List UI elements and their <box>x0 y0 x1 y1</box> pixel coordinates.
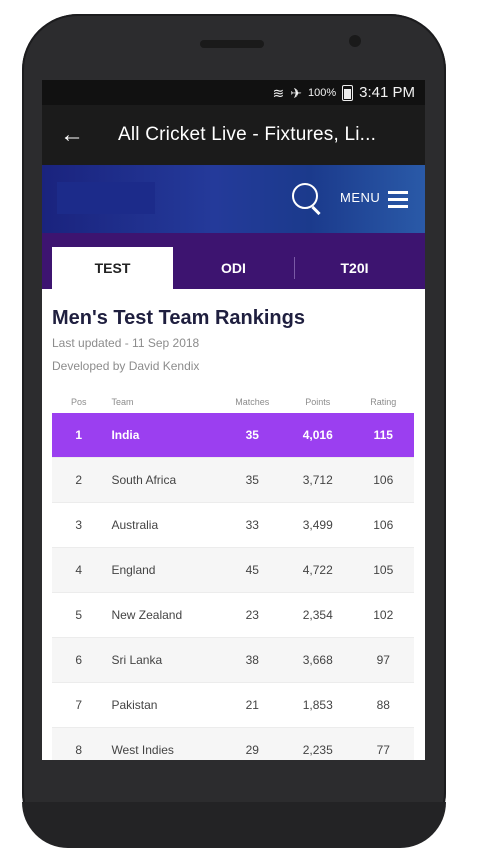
cell-rating: 115 <box>352 413 414 458</box>
cell-matches: 35 <box>221 457 284 503</box>
table-row[interactable]: 8 West Indies 29 2,235 77 <box>52 727 414 760</box>
cell-rating: 88 <box>352 682 414 728</box>
cell-points: 1,853 <box>283 682 353 728</box>
airplane-icon: ✈ <box>290 84 302 101</box>
cell-points: 2,354 <box>283 592 353 638</box>
cell-pos: 3 <box>52 502 106 548</box>
cell-team: England <box>105 547 222 593</box>
cell-points: 3,712 <box>283 457 353 503</box>
search-icon[interactable] <box>292 183 318 209</box>
cell-pos: 4 <box>52 547 106 593</box>
cell-rating: 102 <box>352 592 414 638</box>
column-header-points: Points <box>305 397 331 407</box>
tab-t20i[interactable]: T20I <box>294 247 415 289</box>
front-camera <box>349 35 361 47</box>
cell-pos: 7 <box>52 682 106 728</box>
format-tabs: TEST ODI T20I <box>42 233 425 289</box>
cell-team: Pakistan <box>105 682 222 728</box>
column-header-matches: Matches <box>235 397 270 407</box>
cell-matches: 45 <box>221 547 284 593</box>
cell-rating: 106 <box>352 457 414 503</box>
site-header: MENU <box>42 165 425 233</box>
status-time: 3:41 PM <box>359 84 415 101</box>
tab-odi[interactable]: ODI <box>221 260 246 276</box>
site-logo[interactable] <box>57 182 155 214</box>
table-row[interactable]: 4 England 45 4,722 105 <box>52 547 414 593</box>
cell-team: West Indies <box>105 727 222 760</box>
table-row[interactable]: 3 Australia 33 3,499 106 <box>52 502 414 548</box>
arrow-left-icon[interactable]: ← <box>60 121 84 148</box>
cell-matches: 38 <box>221 637 284 683</box>
hamburger-icon[interactable] <box>388 191 408 212</box>
cell-rating: 106 <box>352 502 414 548</box>
cell-team: Sri Lanka <box>105 637 222 683</box>
table-row[interactable]: 6 Sri Lanka 38 3,668 97 <box>52 637 414 683</box>
column-header-pos: Pos <box>70 397 87 407</box>
page-title: Men's Test Team Rankings <box>52 307 305 329</box>
cell-team: Australia <box>105 502 222 548</box>
cell-pos: 6 <box>52 637 106 683</box>
cell-rating: 105 <box>352 547 414 593</box>
cell-points: 4,016 <box>283 413 353 458</box>
tab-test[interactable]: TEST <box>52 247 173 289</box>
app-bar: ← All Cricket Live - Fixtures, Li... <box>42 105 425 165</box>
last-updated: Last updated - 11 Sep 2018 <box>52 336 200 350</box>
developer-credit: Developed by David Kendix <box>52 359 200 373</box>
cell-matches: 35 <box>221 413 284 458</box>
column-header-rating: Rating <box>370 397 397 407</box>
menu-label[interactable]: MENU <box>340 190 381 205</box>
cell-rating: 77 <box>352 727 414 760</box>
cell-points: 3,668 <box>283 637 353 683</box>
battery-percent: 100% <box>307 86 337 99</box>
cell-pos: 1 <box>52 413 106 458</box>
table-row[interactable]: 1 India 35 4,016 115 <box>52 413 414 458</box>
table-row[interactable]: 2 South Africa 35 3,712 106 <box>52 457 414 503</box>
cell-matches: 21 <box>221 682 284 728</box>
cell-pos: 8 <box>52 727 106 760</box>
cell-team: India <box>105 413 222 458</box>
status-bar: ≋ ✈ 100% 3:41 PM <box>42 80 425 105</box>
table-row[interactable]: 5 New Zealand 23 2,354 102 <box>52 592 414 638</box>
cell-team: South Africa <box>105 457 222 503</box>
cell-points: 4,722 <box>283 547 353 593</box>
cell-matches: 33 <box>221 502 284 548</box>
wifi-icon: ≋ <box>272 84 285 101</box>
cell-team: New Zealand <box>105 592 222 638</box>
cell-pos: 2 <box>52 457 106 503</box>
app-title: All Cricket Live - Fixtures, Li... <box>118 124 377 145</box>
cell-points: 3,499 <box>283 502 353 548</box>
phone-chin <box>22 802 446 848</box>
rankings-table: Pos Team Matches Points Rating 1 India 3… <box>52 391 414 760</box>
battery-icon <box>342 84 354 101</box>
speaker-grille <box>200 40 264 48</box>
table-header-row: Pos Team Matches Points Rating <box>52 391 414 413</box>
rankings-section: Men's Test Team Rankings Last updated - … <box>42 307 425 760</box>
cell-points: 2,235 <box>283 727 353 760</box>
screen: ≋ ✈ 100% 3:41 PM ← All Cricket Live - Fi… <box>42 80 425 760</box>
cell-matches: 29 <box>221 727 284 760</box>
table-row[interactable]: 7 Pakistan 21 1,853 88 <box>52 682 414 728</box>
cell-pos: 5 <box>52 592 106 638</box>
column-header-team: Team <box>111 397 134 407</box>
cell-rating: 97 <box>352 637 414 683</box>
cell-matches: 23 <box>221 592 284 638</box>
